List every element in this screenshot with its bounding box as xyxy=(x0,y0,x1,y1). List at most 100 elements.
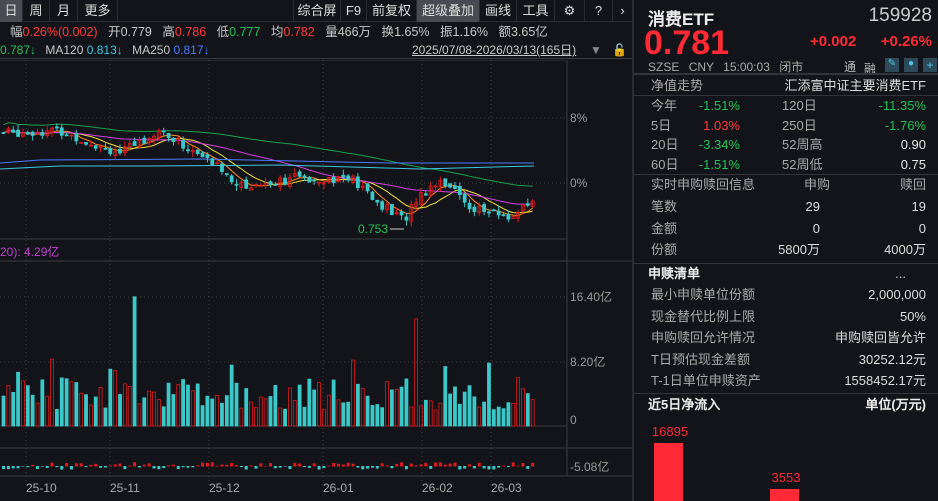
volume-bar xyxy=(321,409,326,427)
macd-bar xyxy=(283,466,287,467)
volume-bar xyxy=(525,393,530,427)
alert-bell-icon[interactable]: ● xyxy=(904,58,918,72)
macd-bar xyxy=(40,466,44,467)
macd-bar xyxy=(269,463,272,467)
candle-body xyxy=(341,174,346,178)
ma250-value: 0.817↓ xyxy=(173,43,210,57)
more-button[interactable]: ... xyxy=(895,266,906,281)
volume-bar xyxy=(317,382,321,427)
volume-bar xyxy=(462,391,467,427)
volume-bar xyxy=(234,382,239,427)
macd-bar xyxy=(11,466,15,469)
volume-bar xyxy=(375,404,380,427)
candle-body xyxy=(21,132,25,137)
candle-body xyxy=(380,201,385,210)
macd-bar xyxy=(133,462,137,467)
volume-bar xyxy=(487,362,491,427)
macd-bar xyxy=(6,466,10,470)
candle-body xyxy=(525,203,530,206)
tab-weekly[interactable]: 周 xyxy=(23,0,50,22)
volume-bar xyxy=(224,395,229,427)
candle-body xyxy=(166,133,171,138)
candle-body xyxy=(224,173,229,175)
lock-icon[interactable]: 🔓 xyxy=(612,43,627,57)
macd-bar xyxy=(74,463,78,467)
dropdown-triangle-icon[interactable]: ▼ xyxy=(590,43,602,57)
volume-bar xyxy=(6,384,11,427)
currency: CNY xyxy=(688,60,714,74)
candle-body xyxy=(438,179,443,187)
macd-bar xyxy=(351,463,355,467)
volume-bar xyxy=(404,378,409,427)
date-label: 26-03 xyxy=(491,481,522,495)
candle-body xyxy=(88,144,93,147)
volume-bar xyxy=(385,381,389,427)
basket-row: T-1日单位申赎资产 1558452.17元 xyxy=(651,373,926,388)
macd-bar xyxy=(186,466,190,468)
macd-bar xyxy=(35,466,39,470)
candle-body xyxy=(336,176,341,183)
candle-body xyxy=(389,204,394,215)
macd-bar xyxy=(225,464,229,467)
forward-adjust-button[interactable]: 前复权 xyxy=(367,0,417,22)
volume-bar xyxy=(380,407,385,427)
ma10-line xyxy=(3,130,533,214)
macd-bar xyxy=(167,465,171,467)
macd-bar xyxy=(215,465,219,467)
ma60-line xyxy=(3,122,533,187)
candle-body xyxy=(137,140,142,148)
kline-chart[interactable]: 8% 0% 0.753 20): 4.29亿 16.40亿 8.20亿 0 -5… xyxy=(0,60,632,501)
macd-bar xyxy=(60,466,64,470)
gear-icon[interactable]: ⚙ xyxy=(555,0,585,22)
candle-body xyxy=(263,182,268,186)
candle-body xyxy=(239,181,244,188)
macd-bar xyxy=(322,466,326,469)
macd-bar xyxy=(395,463,399,467)
macd-bar xyxy=(230,463,234,467)
volume-bar xyxy=(142,397,147,427)
volume-bar xyxy=(74,382,79,427)
add-icon[interactable]: + xyxy=(923,58,937,72)
macd-bar xyxy=(531,462,535,467)
volume-bar xyxy=(249,401,253,427)
tab-monthly[interactable]: 月 xyxy=(50,0,78,22)
composite-screen-button[interactable]: 综合屏 xyxy=(293,0,341,22)
macd-bar xyxy=(414,465,418,467)
macd-bar xyxy=(89,464,93,467)
tab-more[interactable]: 更多 xyxy=(78,0,118,22)
f9-button[interactable]: F9 xyxy=(341,0,367,22)
basket-row: 现金替代比例上限 50% xyxy=(651,308,926,324)
volume-bar xyxy=(103,407,108,427)
volume-ma-label: 20): 4.29亿 xyxy=(0,244,59,259)
candle-body xyxy=(487,211,491,214)
edit-icon[interactable]: ✎ xyxy=(885,58,899,72)
candle-body xyxy=(491,209,496,212)
candle-body xyxy=(195,149,200,155)
candle-body xyxy=(118,148,122,154)
candle-body xyxy=(74,133,79,142)
help-icon[interactable]: ? xyxy=(585,0,613,22)
volume-bar xyxy=(108,368,113,427)
macd-bar xyxy=(366,466,370,469)
draw-line-button[interactable]: 画线 xyxy=(480,0,517,22)
macd-axis-label: -5.08亿 xyxy=(570,459,609,474)
candle-body xyxy=(292,173,297,177)
candle-body xyxy=(312,179,317,182)
candle-body xyxy=(409,204,414,222)
chevron-right-icon[interactable]: › xyxy=(620,3,625,18)
macd-bar xyxy=(502,465,506,467)
macd-bar xyxy=(332,462,336,467)
candle-body xyxy=(501,214,506,217)
date-range-selector[interactable]: 2025/07/08-2026/03/13(165日) xyxy=(412,43,577,57)
ma250-label: MA250 xyxy=(132,43,171,57)
tools-button[interactable]: 工具 xyxy=(517,0,555,22)
macd-bar xyxy=(477,462,481,467)
volume-bar xyxy=(409,406,414,427)
tab-daily[interactable]: 日 xyxy=(0,0,23,22)
net-inflow-bar xyxy=(770,489,799,501)
super-overlay-button[interactable]: 超级叠加 xyxy=(417,0,480,22)
candle-body xyxy=(122,146,127,154)
candle-body xyxy=(210,158,215,165)
macd-bar xyxy=(50,462,54,467)
macd-bar xyxy=(390,466,394,469)
